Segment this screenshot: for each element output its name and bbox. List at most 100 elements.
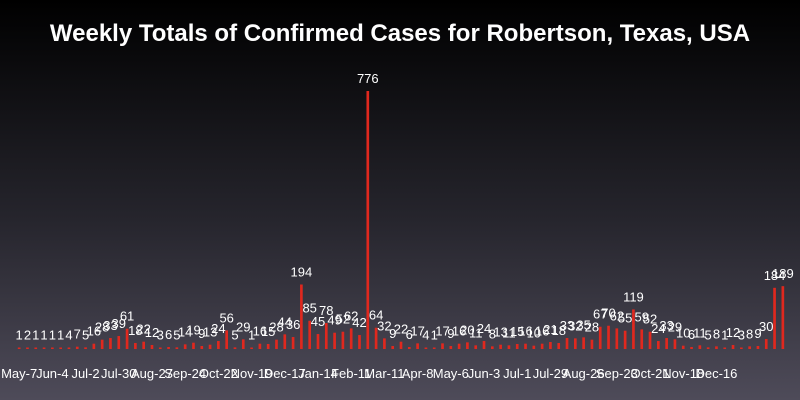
value-label-56: 24	[477, 321, 491, 336]
bar-39	[341, 331, 345, 349]
bar-13	[125, 328, 129, 349]
bar-26	[233, 347, 237, 349]
value-label-43: 64	[369, 308, 383, 323]
bar-7	[75, 346, 79, 349]
x-tick-label-1: Jun-4	[36, 366, 69, 381]
bar-70	[598, 326, 602, 349]
bar-33	[291, 337, 295, 349]
value-label-33: 36	[286, 317, 300, 332]
value-label-66: 33	[560, 318, 574, 333]
bar-44	[383, 338, 386, 349]
bar-47	[407, 347, 411, 349]
bar-38	[333, 332, 336, 349]
value-label-82: 11	[693, 325, 707, 340]
x-tick-label-12: Apr-8	[402, 366, 434, 381]
bar-76	[648, 331, 652, 349]
bar-85	[723, 347, 727, 349]
value-label-71: 70	[601, 306, 615, 321]
bar-34	[300, 284, 303, 349]
value-label-57: 8	[489, 326, 496, 341]
bar-3	[42, 347, 46, 349]
value-label-62: 10	[527, 326, 541, 341]
value-label-73: 55	[618, 311, 632, 326]
bar-66	[565, 338, 569, 349]
value-label-92: 189	[772, 266, 794, 281]
bar-67	[573, 338, 577, 349]
bar-74	[632, 309, 635, 349]
value-label-45: 9	[389, 326, 396, 341]
bar-16	[150, 345, 154, 349]
value-label-10: 28	[95, 320, 109, 335]
value-label-54: 20	[460, 322, 474, 337]
value-label-14: 18	[128, 323, 142, 338]
bar-50	[432, 347, 436, 349]
value-label-61: 16	[518, 324, 532, 339]
bar-21	[192, 342, 195, 349]
value-label-8: 5	[82, 327, 89, 342]
value-label-81: 6	[688, 327, 695, 342]
bar-77	[657, 341, 660, 349]
bar-2	[34, 347, 38, 349]
bar-14	[134, 343, 137, 349]
x-tick-label-11: Mar-11	[364, 366, 404, 381]
value-label-29: 16	[253, 324, 267, 339]
value-label-63: 16	[535, 324, 549, 339]
value-label-35: 85	[302, 301, 316, 316]
bar-4	[51, 347, 54, 349]
x-tick-label-10: Feb-11	[331, 366, 371, 381]
value-label-70: 67	[593, 307, 607, 322]
bar-54	[466, 342, 469, 349]
x-tick-label-7: Nov-19	[231, 366, 273, 381]
chart-title: Weekly Totals of Confirmed Cases for Rob…	[49, 20, 751, 47]
value-label-4: 1	[49, 328, 56, 343]
value-label-53: 16	[452, 324, 466, 339]
x-tick-label-6: Oct-22	[199, 366, 238, 381]
x-tick-label-3: Jul-30	[101, 366, 136, 381]
bar-46	[399, 341, 403, 349]
bar-83	[706, 347, 710, 349]
value-label-30: 15	[261, 324, 275, 339]
x-tick-label-18: Sep-23	[596, 366, 638, 381]
value-label-12: 39	[112, 316, 126, 331]
value-label-44: 32	[377, 318, 391, 333]
bar-19	[175, 347, 179, 349]
value-label-36: 45	[311, 314, 325, 329]
x-tick-label-20: Nov-18	[662, 366, 704, 381]
bar-23	[208, 344, 212, 349]
value-label-1: 2	[24, 328, 31, 343]
value-label-65: 18	[551, 323, 565, 338]
bar-8	[84, 347, 87, 349]
x-tick-label-17: Aug-26	[563, 366, 605, 381]
value-label-32: 44	[278, 314, 292, 329]
bar-27	[241, 339, 245, 349]
value-label-85: 1	[721, 328, 728, 343]
bar-84	[715, 346, 718, 349]
value-label-58: 13	[493, 325, 507, 340]
value-label-6: 4	[65, 328, 72, 343]
bar-17	[158, 347, 162, 349]
bar-58	[499, 344, 502, 349]
value-label-16: 12	[145, 325, 159, 340]
bar-24	[217, 341, 220, 349]
value-label-91: 184	[764, 268, 786, 283]
value-label-46: 22	[394, 322, 408, 337]
value-label-24: 24	[211, 321, 225, 336]
value-label-86: 12	[726, 325, 740, 340]
value-label-52: 9	[447, 326, 454, 341]
bar-49	[424, 347, 428, 349]
x-tick-label-19: Oct-21	[631, 366, 670, 381]
bar-5	[59, 347, 62, 349]
value-label-78: 33	[659, 318, 673, 333]
value-label-76: 52	[643, 312, 657, 327]
value-label-72: 62	[610, 308, 624, 323]
value-label-47: 6	[406, 327, 413, 342]
x-tick-label-9: Jan-14	[298, 366, 338, 381]
bar-88	[748, 346, 751, 349]
value-label-7: 7	[74, 327, 81, 342]
bar-61	[524, 343, 527, 349]
value-label-74: 119	[623, 289, 644, 304]
bar-35	[308, 320, 312, 349]
value-label-11: 33	[103, 318, 117, 333]
